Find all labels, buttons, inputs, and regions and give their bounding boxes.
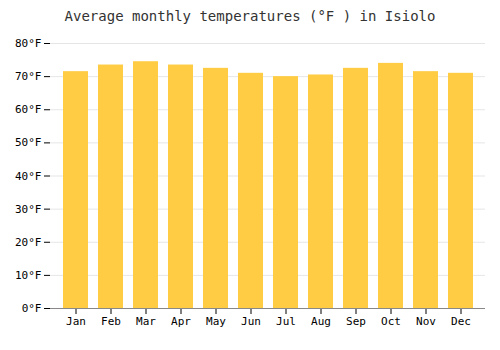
svg-text:Mar: Mar (136, 315, 156, 328)
svg-text:Feb: Feb (101, 315, 121, 328)
svg-text:80°F: 80°F (15, 37, 42, 50)
svg-text:Aug: Aug (311, 315, 331, 328)
svg-text:Nov: Nov (416, 315, 436, 328)
svg-text:0°F: 0°F (22, 302, 42, 315)
svg-text:Apr: Apr (171, 315, 191, 328)
html-text:Average monthly temperatures (: Average monthly temperatures (°F ) in Is… (64, 8, 436, 24)
svg-text:60°F: 60°F (15, 103, 42, 116)
svg-text:30°F: 30°F (15, 203, 42, 216)
svg-text:Jan: Jan (66, 315, 86, 328)
svg-text:70°F: 70°F (15, 70, 42, 83)
svg-text:Jul: Jul (276, 315, 296, 328)
svg-text:Jun: Jun (241, 315, 261, 328)
svg-text:40°F: 40°F (15, 170, 42, 183)
svg-text:May: May (206, 315, 226, 328)
svg-text:Oct: Oct (381, 315, 401, 328)
svg-text:Sep: Sep (346, 315, 366, 328)
svg-text:50°F: 50°F (15, 136, 42, 149)
svg-text:Dec: Dec (451, 315, 471, 328)
svg-text:10°F: 10°F (15, 269, 42, 282)
svg-text:20°F: 20°F (15, 236, 42, 249)
